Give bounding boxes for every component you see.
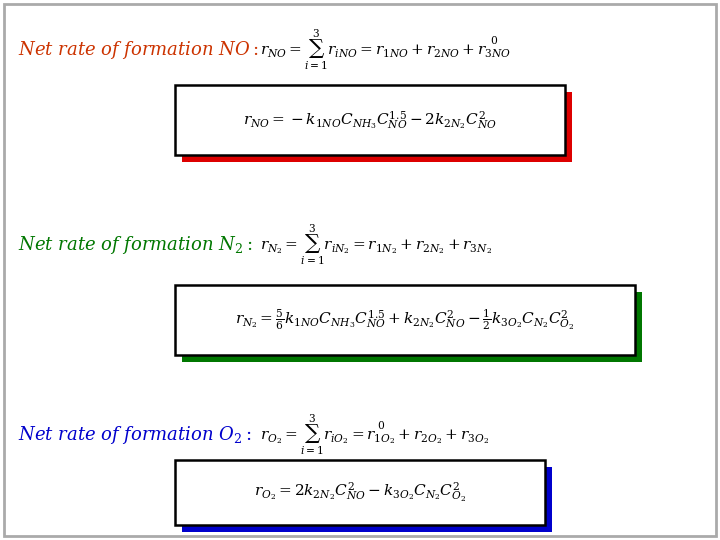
Text: $\mathbf{\mathit{Net\ rate\ of\ formation\ NO:}}$: $\mathbf{\mathit{Net\ rate\ of\ formatio… [18,39,259,61]
Text: $r_{N_2} = \sum_{i=1}^{3} r_{iN_2} = r_{1N_2} + r_{2N_2} + r_{3N_2}$: $r_{N_2} = \sum_{i=1}^{3} r_{iN_2} = r_{… [260,222,492,267]
FancyBboxPatch shape [182,292,642,362]
Text: $\mathbf{\mathit{Net\ rate\ of\ formation\ O_2:}}$: $\mathbf{\mathit{Net\ rate\ of\ formatio… [18,424,252,446]
Text: $r_{O_2} = \sum_{i=1}^{3} r_{iO_2} = \overset{0}{r_{1O_2}} + r_{2O_2} + r_{3O_2}: $r_{O_2} = \sum_{i=1}^{3} r_{iO_2} = \ov… [260,413,489,457]
FancyBboxPatch shape [175,285,635,355]
FancyBboxPatch shape [182,467,552,532]
Text: $\mathbf{\mathit{Net\ rate\ of\ formation\ N_2:}}$: $\mathbf{\mathit{Net\ rate\ of\ formatio… [18,234,253,256]
Text: $r_{NO} = \sum_{i=1}^{3} r_{iNO} = r_{1NO} + r_{2NO} + \overset{0}{r_{3NO}}$: $r_{NO} = \sum_{i=1}^{3} r_{iNO} = r_{1N… [260,28,511,72]
FancyBboxPatch shape [175,460,545,525]
Text: $r_{O_2} = 2k_{2N_2}C_{NO}^{2} - k_{3O_2}C_{N_2}C_{O_2}^{2}$: $r_{O_2} = 2k_{2N_2}C_{NO}^{2} - k_{3O_2… [254,481,466,504]
FancyBboxPatch shape [182,92,572,162]
Text: $r_{NO} = -k_{1NO}C_{NH_3}C_{NO}^{1.5} - 2k_{2N_2}C_{NO}^{2}$: $r_{NO} = -k_{1NO}C_{NH_3}C_{NO}^{1.5} -… [243,109,497,131]
FancyBboxPatch shape [175,85,565,155]
Text: $r_{N_2} = \frac{5}{6}k_{1NO}C_{NH_3}C_{NO}^{1.5} + k_{2N_2}C_{NO}^{2} - \frac{1: $r_{N_2} = \frac{5}{6}k_{1NO}C_{NH_3}C_{… [235,308,575,333]
